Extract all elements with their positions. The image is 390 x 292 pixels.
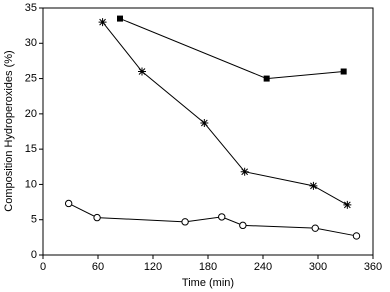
y-tick-label: 15 [25,143,37,155]
y-tick-label: 5 [31,214,37,226]
y-axis-label: Composition Hydroperoxides (%) [3,50,15,211]
marker-asterisk [240,167,249,176]
x-tick-label: 300 [309,261,327,273]
marker-asterisk [138,67,146,76]
marker-square [263,75,270,82]
series-line [119,18,344,80]
marker-circle [218,213,226,221]
x-tick-label: 180 [199,261,217,273]
x-tick-label: 240 [254,261,272,273]
series-line [102,21,348,206]
x-tick-label: 360 [364,261,382,273]
y-tick-label: 25 [25,72,37,84]
x-axis-label: Time (min) [182,277,234,289]
marker-square [117,15,123,22]
y-tick-label: 20 [25,108,37,120]
plot-frame [42,7,374,256]
x-tick-label: 0 [40,261,46,273]
marker-square [340,68,347,75]
marker-asterisk [343,200,352,209]
y-tick-label: 35 [25,2,37,14]
marker-circle [181,218,189,226]
marker-circle [93,213,101,222]
marker-circle [239,221,247,230]
marker-circle [311,224,319,232]
y-tick-label: 10 [25,178,37,190]
x-tick-label: 60 [92,261,104,273]
marker-asterisk [309,181,318,190]
y-tick-label: 0 [31,249,37,261]
marker-asterisk [98,18,107,27]
x-tick-label: 120 [144,261,162,273]
marker-circle [64,199,73,208]
y-tick-label: 30 [25,37,37,49]
marker-asterisk [200,119,209,128]
marker-circle [352,232,361,240]
